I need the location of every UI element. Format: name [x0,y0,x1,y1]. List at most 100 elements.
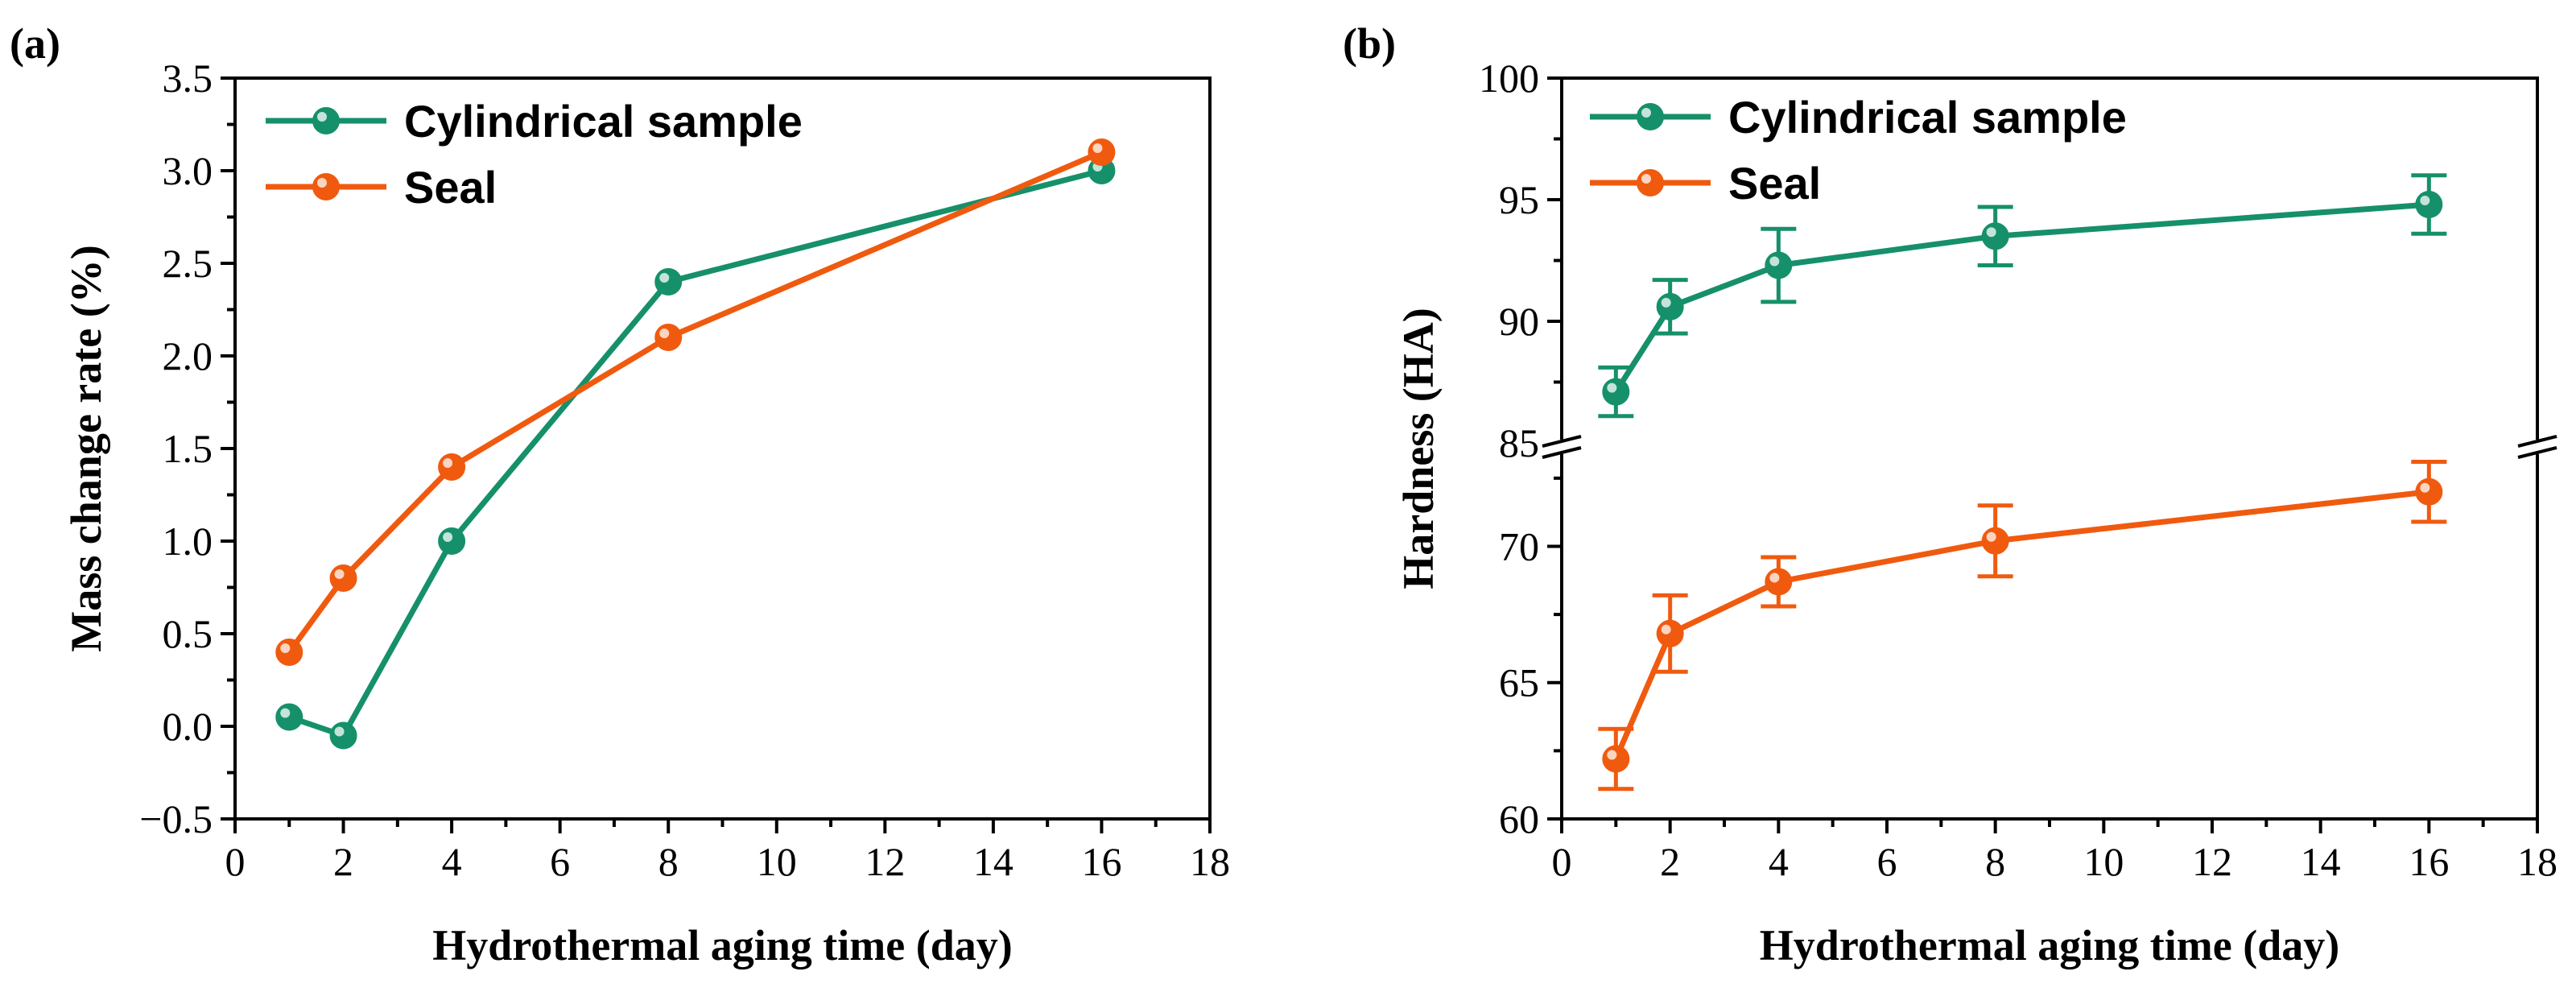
series-line-1 [1613,489,2429,760]
data-point-0 [329,721,357,750]
y-tick-label: 0.5 [163,611,213,656]
data-point-1 [1088,138,1116,166]
legend-marker-1 [312,173,340,200]
legend-marker-1-highlight [317,178,327,188]
chart-b: 0 2 4 6 8 10 12 14 16 18 Hydrothermal aging time (… [1343,19,2557,969]
data-point-1 [2415,477,2443,506]
data-point-1-highlight [280,643,291,653]
data-point-0-highlight [334,726,345,737]
legend-marker-0 [312,107,340,134]
x-tick-label: 18 [1190,839,1230,884]
data-point-0-highlight [280,708,291,718]
data-point-0 [654,268,683,296]
y-tick-label: 90 [1499,299,1539,344]
data-point-1-highlight [1092,143,1103,153]
data-point-1-highlight [334,569,345,579]
x-tick-label: 10 [2083,839,2124,884]
x-tick-label: 0 [225,839,246,884]
plot-frame-b [1560,76,2539,821]
x-tick-label: 4 [442,839,462,884]
y-tick-label: 60 [1499,796,1539,841]
y-tick-label: 85 [1499,420,1539,465]
x-tick-label: 6 [550,839,570,884]
data-point-1 [438,453,466,481]
x-tick-label: 10 [757,839,797,884]
series-line-0 [288,167,1103,739]
data-point-0-highlight [1607,382,1617,393]
x-tick-label: 16 [2409,839,2449,884]
x-tick-label: 12 [2192,839,2232,884]
data-point-0 [275,703,303,731]
x-tick-label: 0 [1552,839,1572,884]
y-tick-label: 2.5 [163,241,213,286]
data-point-1 [329,564,357,592]
y-tick-label: 70 [1499,523,1539,568]
data-point-1-highlight [1607,750,1617,760]
data-point-0 [1765,251,1793,279]
x-tick-label: 16 [1081,839,1121,884]
data-point-1 [275,639,303,666]
y-tick-label: 2.0 [163,333,213,378]
y-tick-label: 95 [1499,177,1539,222]
data-point-0-highlight [1769,256,1780,267]
axis-break-mark [1542,435,1582,448]
y-tick-label: 3.0 [163,148,213,193]
data-point-1 [1656,619,1684,647]
y-tick-label: −0.5 [139,796,213,841]
data-point-0 [1981,222,2009,250]
x-tick-label: 14 [2301,839,2341,884]
data-point-1-highlight [659,329,670,338]
data-point-1-highlight [1986,531,1996,542]
data-point-1-highlight [1661,624,1671,635]
x-tick-label: 2 [333,839,353,884]
y-tick-label: 100 [1479,56,1539,101]
data-point-1 [1602,745,1630,773]
x-tick-label: 14 [973,839,1013,884]
data-point-0-highlight [659,273,670,283]
data-point-0-highlight [2420,196,2430,206]
legend-marker-1-highlight [1641,174,1651,184]
x-tick-label: 2 [1660,839,1680,884]
x-axis-title: Hydrothermal aging time (day) [432,921,1012,969]
y-tick-label: 65 [1499,660,1539,705]
legend-marker-1 [1637,169,1664,196]
data-point-1-highlight [1769,573,1780,583]
chart-a: 0 2 4 6 8 10 12 14 16 18 Hydrothermal aging time (… [10,19,1230,969]
legend-marker-0 [1637,103,1664,130]
series-line-0 [1613,201,2429,394]
legend-label-1: Seal [1728,158,1821,209]
data-point-0-highlight [443,532,453,542]
legend-label-0: Cylindrical sample [1728,92,2127,143]
legend-marker-0-highlight [1641,108,1651,118]
legend-label-1: Seal [404,162,497,213]
data-point-0 [2415,191,2443,219]
x-tick-label: 6 [1877,839,1897,884]
y-tick-label: 3.5 [163,56,213,101]
panel-label-b: (b) [1343,19,1396,68]
data-point-1 [1765,568,1793,596]
y-axis-title: Mass change rate (%) [62,245,110,651]
data-point-0-highlight [1986,227,1996,238]
y-tick-label: 0.0 [163,704,213,749]
series-line-1 [287,149,1103,655]
y-tick-label: 1.5 [163,426,213,471]
axis-break-mark [2517,446,2557,459]
data-point-1 [1981,527,2009,555]
data-point-0-highlight [1661,297,1671,308]
data-point-0 [438,527,466,555]
legend-marker-0-highlight [317,112,327,122]
axis-break-mark [1542,446,1582,459]
data-point-0 [1656,292,1684,320]
data-point-0 [1602,378,1630,406]
data-point-1-highlight [2420,482,2430,493]
data-point-1-highlight [443,458,453,468]
x-tick-label: 8 [1985,839,2005,884]
x-tick-label: 8 [658,839,679,884]
y-tick-label: 1.0 [163,519,213,564]
y-axis-title: Hardness (HA) [1394,308,1443,589]
legend-label-0: Cylindrical sample [404,96,803,147]
data-point-1 [654,324,683,351]
x-tick-label: 18 [2517,839,2557,884]
x-tick-label: 4 [1769,839,1789,884]
